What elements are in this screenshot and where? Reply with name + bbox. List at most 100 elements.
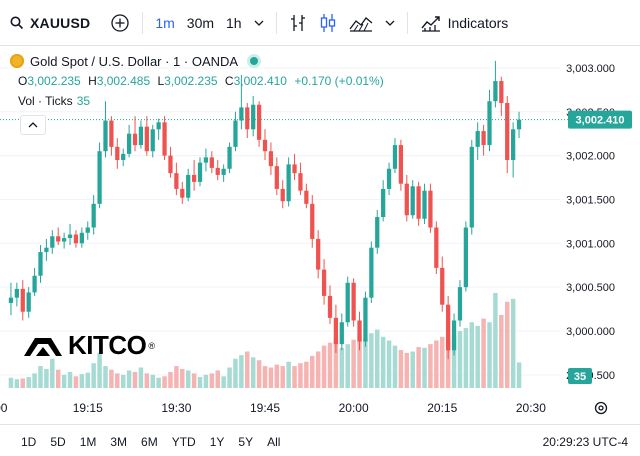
- time-tick-label: 20:00: [339, 401, 369, 415]
- legend-title[interactable]: Gold Spot / U.S. Dollar · 1 · OANDA: [30, 53, 239, 69]
- range-5y[interactable]: 5Y: [238, 435, 254, 449]
- volume-bar: [410, 351, 415, 388]
- volume-bar: [392, 345, 398, 388]
- candle-body: [61, 238, 67, 242]
- volume-bar: [404, 352, 410, 388]
- volume-bar: [91, 363, 96, 388]
- compare-button[interactable]: [104, 7, 136, 39]
- volume-bar: [209, 373, 215, 388]
- candle-body: [79, 232, 84, 244]
- volume-bar: [50, 358, 55, 388]
- candle-body: [180, 188, 185, 198]
- indicators-button[interactable]: Indicators: [414, 7, 515, 39]
- search-icon: [10, 16, 24, 29]
- candle-body: [375, 217, 380, 248]
- interval-30m[interactable]: 30m: [186, 14, 215, 31]
- candles: [8, 60, 522, 360]
- interval-1h[interactable]: 1h: [226, 14, 242, 31]
- range-3m[interactable]: 3M: [110, 435, 128, 449]
- volume-bar: [115, 373, 120, 388]
- open-value: 3,002.235: [27, 74, 81, 88]
- candle-body: [410, 186, 415, 216]
- volume-bar: [156, 377, 161, 388]
- candle-body: [209, 157, 214, 168]
- range-6m[interactable]: 6M: [141, 435, 158, 449]
- last-price-marker: 3,002.410 35: [0, 110, 632, 384]
- candle-body: [191, 174, 197, 182]
- volume-legend: Vol · Ticks 35: [18, 94, 90, 108]
- volume-bar: [97, 352, 102, 388]
- candle-body: [499, 81, 504, 103]
- candle-body: [268, 151, 274, 167]
- volume-bar: [516, 362, 522, 388]
- range-1m[interactable]: 1M: [79, 435, 97, 449]
- candle-body: [422, 190, 427, 219]
- range-5d[interactable]: 5D: [50, 435, 66, 449]
- candle-body: [416, 186, 421, 219]
- candle-body: [138, 126, 144, 146]
- volume-bar: [345, 344, 350, 388]
- volume-bar: [215, 370, 220, 388]
- price-chart[interactable]: 3,003.0003,002.5003,002.0003,001.5003,00…: [0, 46, 640, 428]
- volume-bar: [386, 340, 392, 388]
- candle-body: [115, 146, 120, 160]
- candle-body: [126, 133, 132, 154]
- range-1y[interactable]: 1Y: [209, 435, 225, 449]
- candles-icon: [320, 13, 335, 32]
- volume-bar: [422, 347, 427, 388]
- settings-gear-icon[interactable]: [594, 401, 608, 415]
- candle-body: [333, 317, 339, 345]
- candle-body: [44, 247, 49, 253]
- range-all[interactable]: All: [267, 435, 281, 449]
- volume-bar: [245, 351, 250, 388]
- candles-button[interactable]: [313, 7, 343, 39]
- candle-body: [363, 297, 368, 342]
- candle-body: [56, 236, 61, 242]
- bar-style-button[interactable]: [283, 7, 313, 39]
- collapse-legend-button[interactable]: [20, 115, 46, 135]
- candle-body: [327, 295, 333, 318]
- volume-bar: [321, 345, 327, 388]
- candle-body: [316, 238, 321, 270]
- volume-bar: [79, 374, 85, 388]
- area-style-button[interactable]: [343, 7, 379, 39]
- price-tick-label: 3,001.500: [566, 194, 615, 206]
- candle-body: [121, 153, 126, 160]
- candle-body: [481, 131, 486, 146]
- candle-body: [174, 173, 179, 189]
- volume-bar: [398, 350, 404, 388]
- price-tick-label: 3,002.000: [566, 151, 615, 163]
- volume-bar: [85, 372, 91, 388]
- clock[interactable]: 20:29:23 UTC-4: [542, 435, 628, 449]
- divider: [142, 11, 144, 34]
- candle-body: [451, 320, 457, 351]
- volume-bar: [185, 370, 191, 388]
- last-price-badge: [568, 110, 632, 129]
- interval-1m[interactable]: 1m: [155, 14, 175, 31]
- kitco-logo: KITCO ®: [22, 330, 155, 361]
- candle-body: [298, 173, 303, 191]
- candle-body: [345, 282, 350, 323]
- interval-dropdown[interactable]: [248, 7, 270, 39]
- volume-bar: [262, 366, 268, 388]
- volume-bar: [380, 336, 386, 388]
- symbol-search[interactable]: XAUUSD: [10, 7, 90, 39]
- divider: [406, 11, 408, 34]
- chart-type-dropdown[interactable]: [379, 7, 401, 39]
- volume-bar: [233, 358, 238, 388]
- volume-bar: [168, 371, 173, 388]
- range-1d[interactable]: 1D: [21, 435, 37, 449]
- volume-bar: [174, 366, 179, 388]
- candle-body: [321, 269, 327, 296]
- chevron-up-icon: [28, 122, 38, 128]
- candle-body: [286, 164, 291, 202]
- candle-body: [103, 120, 108, 152]
- time-axis[interactable]: :00 19:15 19:30 19:45 20:00 20:15 20:30: [0, 401, 546, 415]
- candle-body: [274, 166, 279, 189]
- volume-bar: [310, 355, 315, 388]
- range-ytd[interactable]: YTD: [171, 435, 196, 449]
- last-volume-label: 35: [574, 371, 586, 383]
- symbol-label: XAUUSD: [30, 14, 91, 31]
- candle-body: [280, 188, 285, 202]
- candle-body: [493, 81, 498, 102]
